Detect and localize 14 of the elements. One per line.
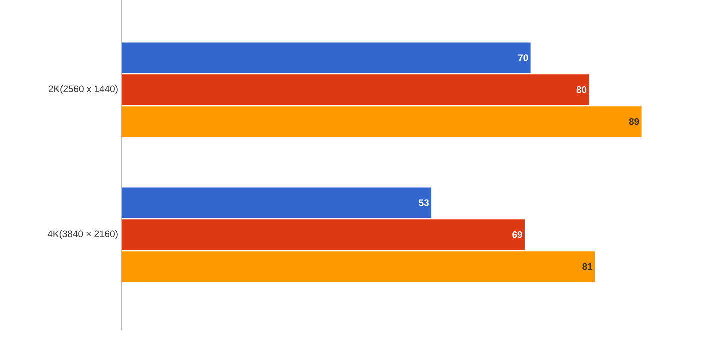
- data-label: 53: [419, 200, 429, 206]
- data-label: 81: [582, 263, 593, 270]
- data-label: 89: [629, 118, 640, 126]
- bar: [122, 106, 642, 138]
- data-label: 70: [518, 54, 528, 62]
- bar: [122, 74, 590, 106]
- bar: [122, 188, 432, 218]
- bar: [122, 220, 525, 250]
- bar: [122, 42, 531, 74]
- data-label: 80: [576, 86, 587, 94]
- y-tick-label: 2K(2560 x 1440): [48, 85, 118, 94]
- data-label: 69: [512, 232, 522, 238]
- y-tick-label: 4K(3840 × 2160): [48, 230, 118, 240]
- bar: [122, 252, 596, 282]
